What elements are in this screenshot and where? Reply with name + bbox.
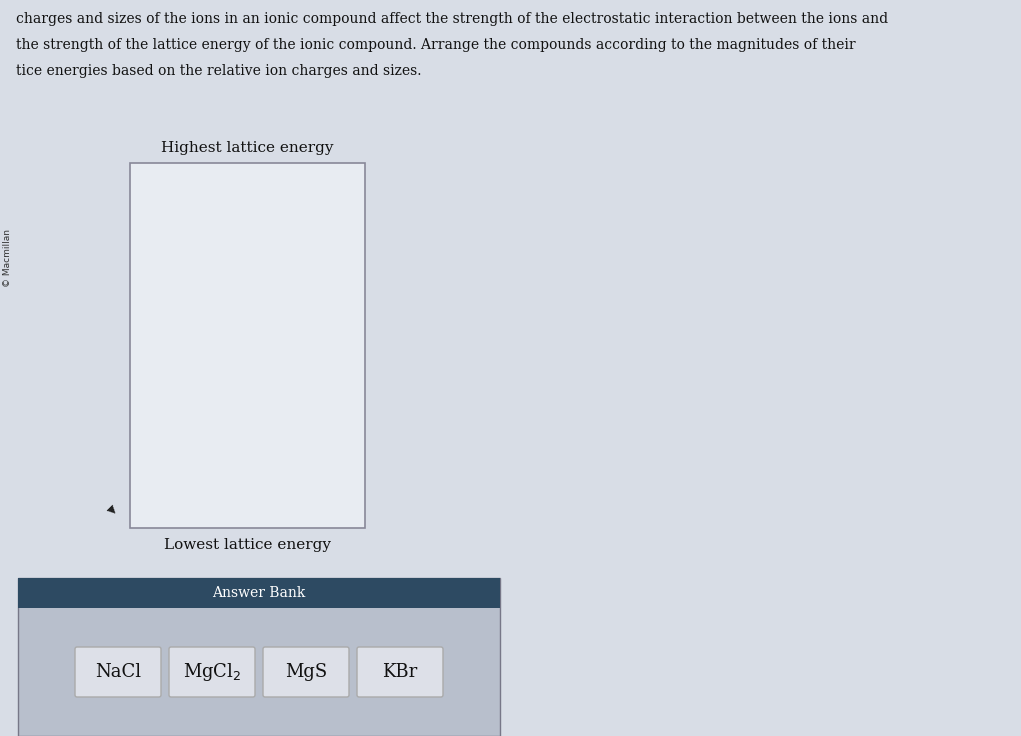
Text: Answer Bank: Answer Bank (212, 586, 305, 600)
Text: ▶: ▶ (105, 503, 118, 517)
Bar (18, 578, 500, 736)
Text: Lowest lattice energy: Lowest lattice energy (164, 538, 331, 552)
FancyBboxPatch shape (263, 647, 349, 697)
Bar (130, 163, 364, 528)
Text: Highest lattice energy: Highest lattice energy (161, 141, 334, 155)
Text: the strength of the lattice energy of the ionic compound. Arrange the compounds : the strength of the lattice energy of th… (16, 38, 856, 52)
Text: KBr: KBr (383, 663, 418, 681)
FancyBboxPatch shape (75, 647, 161, 697)
Text: tice energies based on the relative ion charges and sizes.: tice energies based on the relative ion … (16, 64, 422, 78)
Text: MgCl$_2$: MgCl$_2$ (183, 661, 241, 683)
Text: MgS: MgS (285, 663, 327, 681)
Bar (0, 0, 14, 736)
FancyBboxPatch shape (169, 647, 255, 697)
Text: © Macmillan: © Macmillan (3, 229, 12, 286)
Text: NaCl: NaCl (95, 663, 141, 681)
Bar (18, 578, 500, 608)
FancyBboxPatch shape (357, 647, 443, 697)
Text: charges and sizes of the ions in an ionic compound affect the strength of the el: charges and sizes of the ions in an ioni… (16, 12, 888, 26)
